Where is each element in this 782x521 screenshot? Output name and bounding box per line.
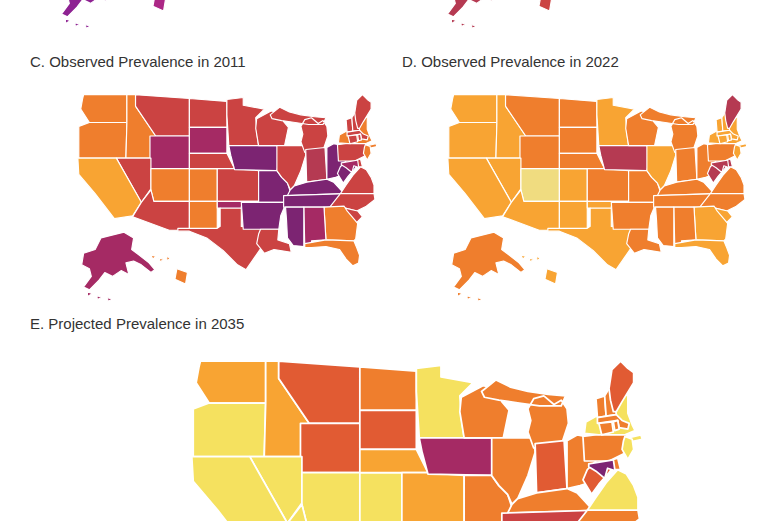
- state-co: [360, 473, 402, 521]
- state-la: [257, 229, 292, 253]
- state-sd: [189, 127, 226, 153]
- us-map-svg-d: [444, 86, 744, 303]
- state-wy: [300, 423, 359, 472]
- state-nj: [622, 436, 634, 459]
- state-ct: [348, 135, 358, 144]
- state-al: [674, 207, 696, 245]
- state-ia: [229, 146, 281, 171]
- state-ut: [521, 169, 559, 202]
- state-nd: [559, 98, 596, 127]
- state-nj: [733, 145, 741, 160]
- state-ks: [217, 169, 258, 202]
- state-ar: [611, 202, 656, 229]
- map-panel-e: [186, 348, 638, 521]
- state-co: [559, 169, 587, 202]
- state-ks: [587, 169, 628, 202]
- state-sd: [360, 410, 416, 449]
- state-in: [535, 441, 567, 493]
- state-wy: [520, 136, 559, 169]
- state-nd: [360, 367, 416, 410]
- state-fl: [675, 240, 730, 266]
- state-in: [306, 148, 327, 183]
- panel-e-title: E. Projected Prevalence in 2035: [30, 315, 244, 332]
- map-panel-d: [444, 86, 744, 303]
- state-nd: [189, 98, 226, 127]
- panel-c-title: C. Observed Prevalence in 2011: [30, 53, 246, 70]
- state-al: [304, 207, 326, 245]
- us-map-svg-e: [186, 348, 638, 521]
- map-panel-a: [52, 0, 352, 30]
- state-me: [609, 361, 634, 412]
- state-wa: [196, 361, 266, 403]
- panel-d-title: D. Observed Prevalence in 2022: [402, 53, 619, 70]
- state-nm: [189, 201, 217, 230]
- state-de: [728, 159, 733, 167]
- state-hi: [129, 0, 166, 11]
- state-ut: [151, 169, 189, 202]
- state-me: [355, 95, 371, 129]
- state-ut: [302, 473, 360, 521]
- state-wy: [150, 136, 189, 169]
- state-ak: [82, 232, 155, 301]
- state-ia: [599, 146, 651, 171]
- state-ar: [241, 202, 286, 229]
- state-ms: [286, 207, 304, 246]
- us-map-svg-b: [438, 0, 738, 30]
- state-in: [676, 148, 697, 183]
- state-or: [449, 123, 497, 159]
- state-ks: [402, 473, 464, 521]
- state-ne: [189, 153, 234, 168]
- state-me: [725, 95, 741, 129]
- state-hi: [515, 0, 552, 11]
- us-map-svg-a: [52, 0, 352, 30]
- state-de: [358, 159, 363, 167]
- state-hi: [521, 255, 558, 284]
- state-or: [193, 403, 265, 457]
- state-ak: [452, 232, 525, 301]
- state-nm: [559, 201, 587, 230]
- state-nj: [363, 145, 371, 160]
- state-sd: [559, 127, 596, 153]
- state-de: [613, 458, 620, 470]
- state-ak: [446, 0, 519, 28]
- map-panel-b: [438, 0, 738, 30]
- state-ia: [419, 438, 497, 476]
- state-or: [79, 123, 127, 159]
- state-wa: [451, 95, 497, 123]
- state-ri: [613, 420, 619, 430]
- state-ne: [360, 449, 428, 472]
- state-hi: [151, 255, 188, 284]
- state-la: [627, 229, 662, 253]
- state-ri: [358, 134, 362, 141]
- state-ne: [559, 153, 604, 168]
- state-ct: [599, 422, 613, 435]
- state-co: [189, 169, 217, 202]
- us-map-svg-c: [74, 86, 374, 303]
- state-ri: [728, 134, 732, 141]
- state-wa: [81, 95, 127, 123]
- state-ms: [656, 207, 674, 246]
- state-ct: [718, 135, 728, 144]
- map-panel-c: [74, 86, 374, 303]
- state-ak: [60, 0, 133, 28]
- state-fl: [305, 240, 360, 266]
